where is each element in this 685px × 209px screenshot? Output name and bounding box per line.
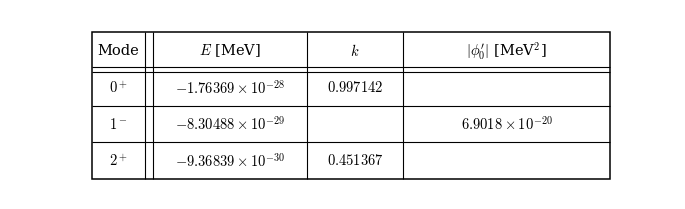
Text: $0.997142$: $0.997142$ bbox=[327, 80, 383, 95]
Text: $-1.76369 \times 10^{-28}$: $-1.76369 \times 10^{-28}$ bbox=[175, 79, 286, 97]
Text: $6.9018 \times 10^{-20}$: $6.9018 \times 10^{-20}$ bbox=[460, 115, 552, 133]
Text: $|\phi_0^{\prime}|$ [MeV$^2$]: $|\phi_0^{\prime}|$ [MeV$^2$] bbox=[466, 40, 547, 62]
Text: $k$: $k$ bbox=[350, 43, 360, 59]
Text: $E$ [MeV]: $E$ [MeV] bbox=[199, 43, 261, 59]
Text: $0^+$: $0^+$ bbox=[109, 80, 128, 96]
Text: $2^+$: $2^+$ bbox=[109, 153, 128, 168]
Text: $-8.30488 \times 10^{-29}$: $-8.30488 \times 10^{-29}$ bbox=[175, 115, 286, 133]
Text: $0.451367$: $0.451367$ bbox=[327, 153, 384, 168]
Text: $-9.36839 \times 10^{-30}$: $-9.36839 \times 10^{-30}$ bbox=[175, 152, 286, 169]
Text: Mode: Mode bbox=[97, 44, 139, 58]
Text: $1^-$: $1^-$ bbox=[109, 117, 128, 132]
